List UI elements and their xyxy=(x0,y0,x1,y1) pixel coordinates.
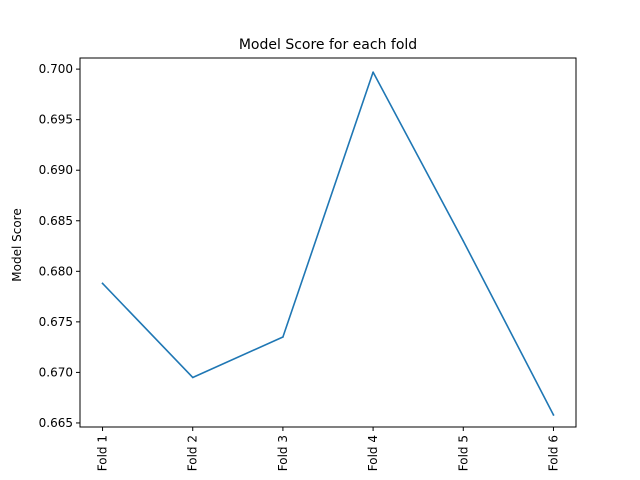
series-line xyxy=(101,71,555,416)
y-tick-label: 0.685 xyxy=(39,214,73,228)
x-tick-label: Fold 5 xyxy=(456,435,470,471)
x-tick-label: Fold 4 xyxy=(366,435,380,471)
y-tick-label: 0.695 xyxy=(39,113,73,127)
x-tick-label: Fold 2 xyxy=(186,435,200,471)
data-point xyxy=(282,336,284,338)
data-point xyxy=(372,71,374,73)
plot-area: 0.665 0.670 0.675 0.680 0.685 0.690 0.695 0.700… xyxy=(39,57,577,471)
x-tick-label: Fold 3 xyxy=(276,435,290,471)
x-tick-label: Fold 6 xyxy=(546,435,560,471)
y-tick-label: 0.665 xyxy=(39,416,73,430)
y-axis-label: Model Score xyxy=(10,208,24,281)
y-tick-label: 0.670 xyxy=(39,365,73,379)
x-tick-label: Fold 1 xyxy=(96,435,110,471)
y-tick-label: 0.675 xyxy=(39,315,73,329)
y-tick-label: 0.700 xyxy=(39,62,73,76)
y-tick-label: 0.680 xyxy=(39,264,73,278)
y-tick-label: 0.690 xyxy=(39,163,73,177)
data-point xyxy=(101,282,104,285)
data-point xyxy=(552,414,555,416)
data-point xyxy=(191,376,194,379)
chart-title: Model Score for each fold xyxy=(239,37,417,53)
data-point xyxy=(462,240,465,242)
plot-frame xyxy=(79,57,577,428)
